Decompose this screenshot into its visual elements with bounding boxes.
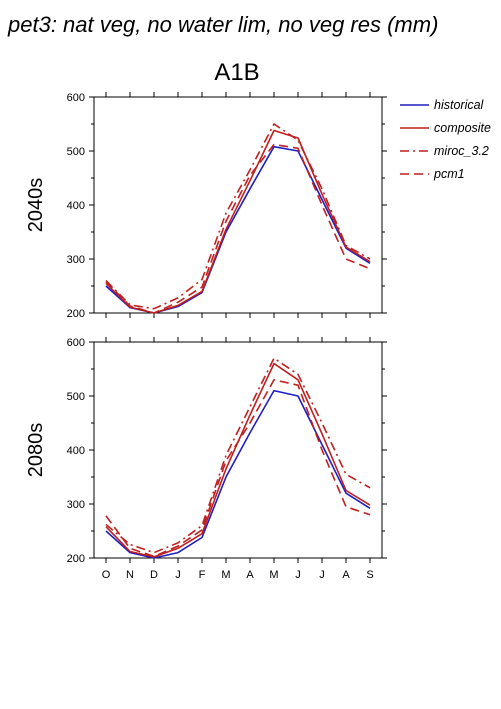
y-tick-label: 300 xyxy=(67,254,85,266)
x-tick-label: O xyxy=(102,569,111,581)
legend-label-historical: historical xyxy=(434,98,485,112)
x-tick-label: M xyxy=(269,569,278,581)
x-tick-label: A xyxy=(246,569,254,581)
y-tick-label: 200 xyxy=(67,308,85,320)
series-line-miroc_3.2 xyxy=(105,357,371,554)
x-tick-label: J xyxy=(319,569,325,581)
y-tick-label: 400 xyxy=(67,200,85,212)
x-tick-label: J xyxy=(175,569,181,581)
page-title: pet3: nat veg, no water lim, no veg res … xyxy=(7,12,438,37)
chart-panel-2080s: 200 300 400 500 600 O N D J F M A M J J A S 2080s xyxy=(25,337,387,581)
series-line-composite xyxy=(105,129,371,314)
y-tick-label: 500 xyxy=(67,146,85,158)
x-tick-label: J xyxy=(295,569,301,581)
x-tick-label: A xyxy=(342,569,350,581)
x-tick-label: M xyxy=(221,569,230,581)
x-tick-label: S xyxy=(366,569,373,581)
y-axis-label: 2040s xyxy=(25,178,47,233)
chart-panel-2040s: 200 300 400 500 600 2040s xyxy=(25,92,387,320)
legend: historical composite miroc_3.2 pcm1 xyxy=(400,98,491,181)
series-line-historical xyxy=(105,389,371,559)
y-axis-label: 2080s xyxy=(25,423,47,478)
chart-panels: 200 300 400 500 600 2040s 200 300 400 500 600 O N D J F… xyxy=(25,92,387,581)
legend-label-composite: composite xyxy=(434,121,491,135)
x-tick-label: N xyxy=(126,569,134,581)
series-line-pcm1 xyxy=(105,143,371,314)
series-line-pcm1 xyxy=(105,378,371,558)
series-line-miroc_3.2 xyxy=(105,123,371,310)
x-tick-label: F xyxy=(199,569,206,581)
scenario-title: A1B xyxy=(214,59,259,86)
y-tick-label: 400 xyxy=(67,445,85,457)
y-tick-label: 500 xyxy=(67,391,85,403)
series-line-historical xyxy=(105,145,371,314)
y-tick-label: 200 xyxy=(67,553,85,565)
x-tick-label: D xyxy=(150,569,158,581)
legend-label-miroc_3.2: miroc_3.2 xyxy=(434,144,489,158)
plot-frame xyxy=(93,341,383,559)
y-tick-label: 300 xyxy=(67,499,85,511)
y-tick-label: 600 xyxy=(67,92,85,104)
legend-label-pcm1: pcm1 xyxy=(433,167,465,181)
y-tick-label: 600 xyxy=(67,337,85,349)
